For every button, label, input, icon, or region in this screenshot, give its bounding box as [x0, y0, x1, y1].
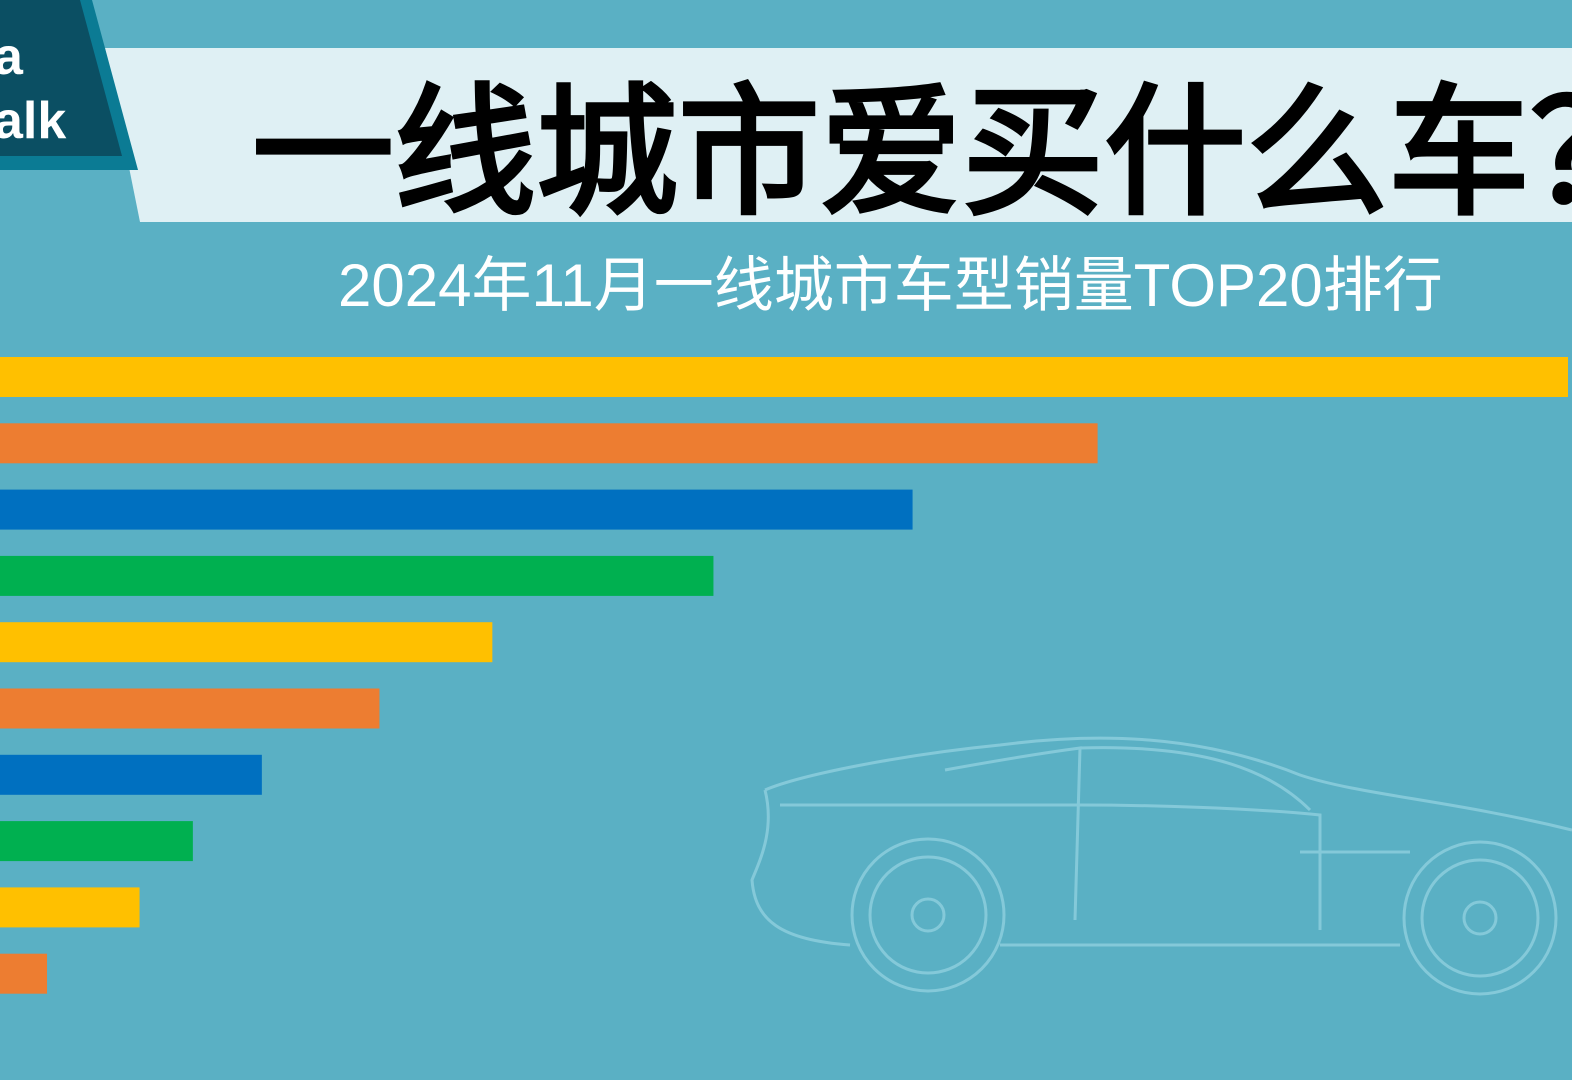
bar: [0, 953, 48, 994]
bar: [0, 555, 714, 596]
chart-subtitle: 2024年11月一线城市车型销量TOP20排行: [338, 252, 1443, 319]
bar: [0, 688, 380, 729]
title-banner: [105, 48, 1572, 222]
bar: [0, 357, 1568, 397]
logo-text: alk: [0, 92, 66, 150]
bar: [0, 887, 140, 928]
logo-block: [0, 0, 122, 156]
chart-title: 一线城市爱买什么车？: [252, 74, 1572, 233]
bar: [0, 754, 262, 795]
bar: [0, 622, 493, 663]
bar: [0, 489, 913, 530]
bar: [0, 423, 1098, 464]
bar: [0, 821, 193, 862]
logo-text: a: [0, 28, 24, 86]
car-outline: [750, 736, 1572, 996]
